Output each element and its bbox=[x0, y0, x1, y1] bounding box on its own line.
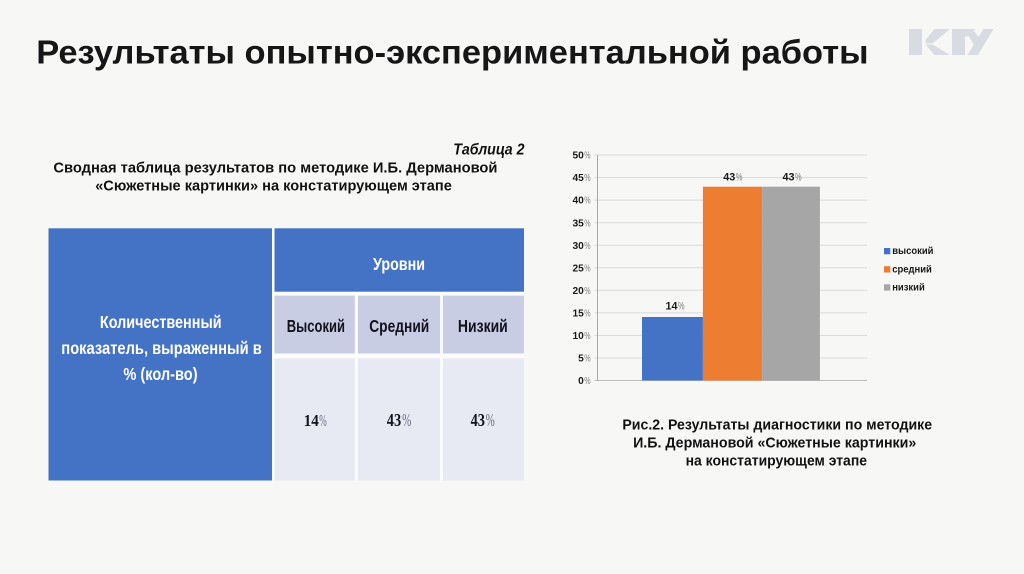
svg-text:%: % bbox=[584, 240, 590, 252]
svg-text:43: 43 bbox=[387, 409, 401, 430]
svg-text:43: 43 bbox=[471, 409, 485, 430]
svg-text:5: 5 bbox=[578, 354, 584, 365]
svg-text:0: 0 bbox=[578, 376, 584, 387]
svg-text:Низкий: Низкий bbox=[458, 318, 508, 337]
svg-text:10: 10 bbox=[572, 331, 584, 342]
svg-text:40: 40 bbox=[572, 196, 584, 207]
svg-text:Результаты опытно-эксперимента: Результаты опытно-экспериментальной рабо… bbox=[36, 34, 868, 71]
svg-text:%: % bbox=[795, 171, 802, 183]
svg-text:%: % bbox=[584, 330, 590, 342]
svg-text:% (кол-во): % (кол-во) bbox=[123, 366, 197, 384]
svg-text:%: % bbox=[584, 375, 590, 387]
svg-text:20: 20 bbox=[572, 286, 584, 297]
svg-text:Высокий: Высокий bbox=[287, 317, 345, 336]
svg-text:14: 14 bbox=[304, 412, 319, 430]
svg-text:30: 30 bbox=[572, 241, 584, 252]
svg-text:14: 14 bbox=[665, 301, 677, 313]
svg-text:%: % bbox=[584, 149, 590, 161]
svg-text:%: % bbox=[584, 194, 590, 206]
svg-text:%: % bbox=[584, 307, 590, 319]
svg-text:%: % bbox=[584, 217, 590, 229]
svg-text:Сводная таблица результатов по: Сводная таблица результатов по методике … bbox=[53, 161, 497, 177]
svg-text:35: 35 bbox=[572, 218, 584, 229]
svg-text:%: % bbox=[319, 411, 326, 430]
svg-text:на констатирующем этапе: на констатирующем этапе bbox=[686, 453, 868, 469]
svg-text:45: 45 bbox=[572, 173, 584, 184]
svg-text:25: 25 bbox=[572, 263, 584, 274]
svg-text:%: % bbox=[402, 412, 411, 431]
svg-text:%: % bbox=[584, 262, 590, 274]
svg-text:%: % bbox=[584, 172, 590, 184]
svg-text:высокий: высокий bbox=[892, 246, 933, 258]
svg-text:показатель, выраженный в: показатель, выраженный в bbox=[61, 340, 262, 358]
svg-text:50: 50 bbox=[572, 151, 584, 162]
svg-text:43: 43 bbox=[782, 172, 794, 184]
svg-text:%: % bbox=[678, 300, 685, 312]
svg-text:%: % bbox=[584, 352, 590, 364]
svg-text:%: % bbox=[584, 285, 590, 297]
svg-text:15: 15 bbox=[572, 309, 584, 320]
svg-text:%: % bbox=[486, 411, 495, 430]
svg-text:Уровни: Уровни bbox=[373, 256, 425, 274]
svg-text:%: % bbox=[736, 171, 743, 183]
svg-text:Средний: Средний bbox=[369, 317, 429, 336]
svg-text:низкий: низкий bbox=[892, 282, 925, 294]
svg-text:«Сюжетные картинки» на констат: «Сюжетные картинки» на констатирующем эт… bbox=[95, 179, 452, 195]
svg-text:Количественный: Количественный bbox=[100, 314, 222, 332]
svg-text:И.Б. Дермановой «Сюжетные карт: И.Б. Дермановой «Сюжетные картинки» bbox=[633, 435, 916, 451]
svg-text:Рис.2. Результаты диагностики: Рис.2. Результаты диагностики по методик… bbox=[622, 417, 932, 433]
svg-text:Таблица 2: Таблица 2 bbox=[453, 142, 525, 159]
svg-text:43: 43 bbox=[723, 172, 735, 184]
svg-text:средний: средний bbox=[892, 264, 932, 276]
